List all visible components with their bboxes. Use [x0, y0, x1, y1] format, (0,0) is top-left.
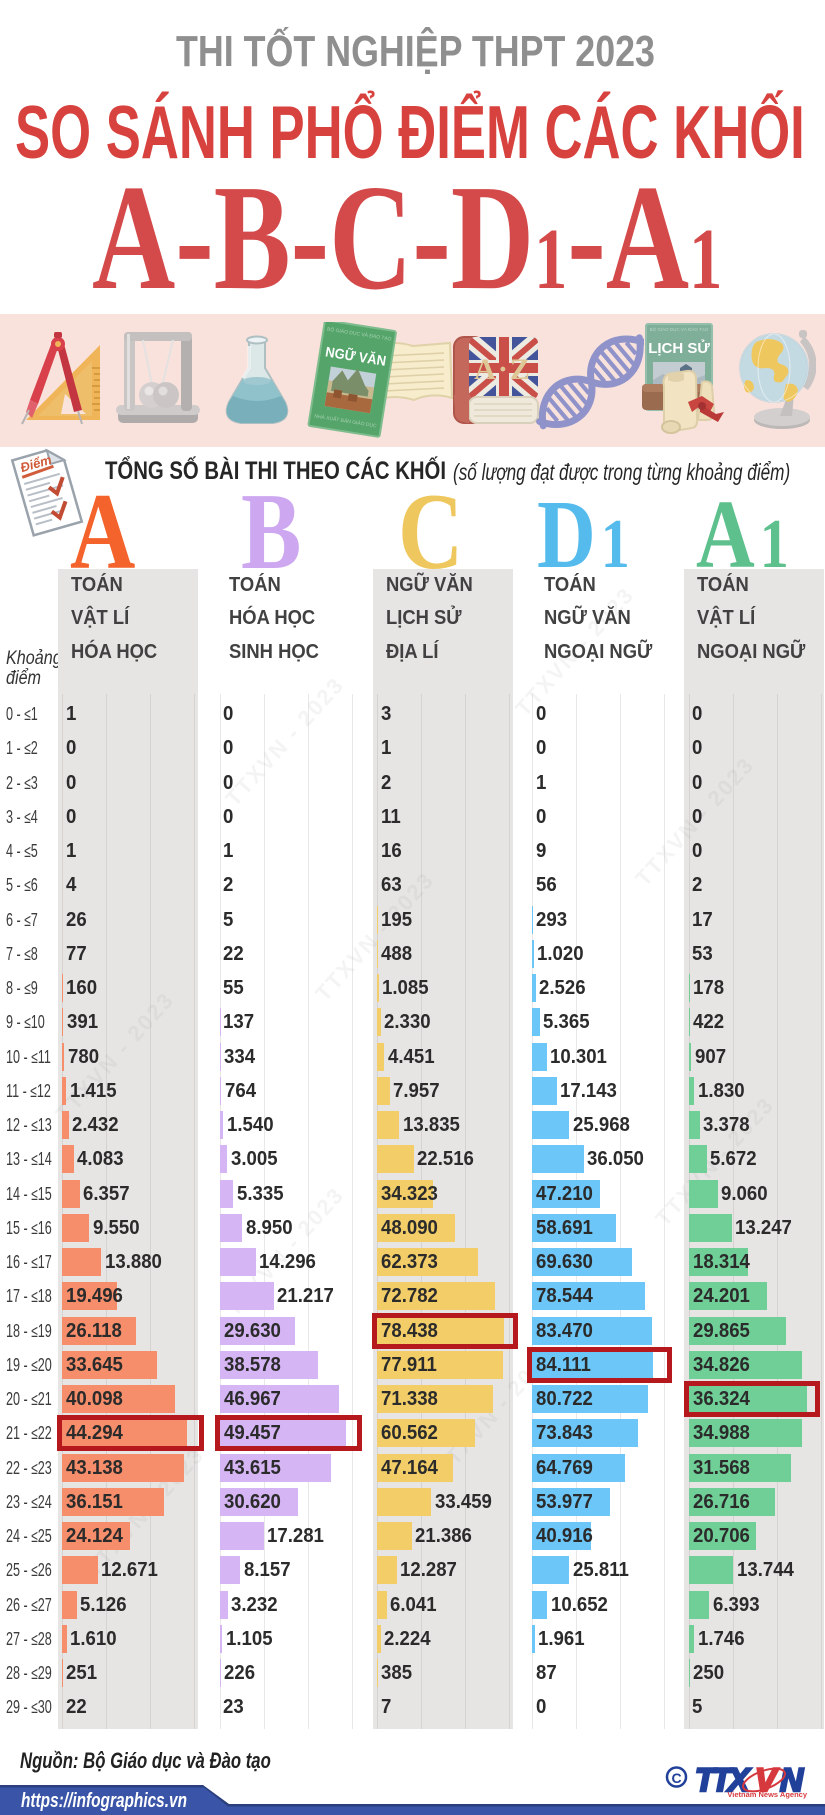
svg-text:N: N	[780, 1762, 804, 1798]
svg-text:V: V	[755, 1762, 779, 1798]
svg-text:BỘ GIÁO DỤC VÀ ĐÀO TẠO: BỘ GIÁO DỤC VÀ ĐÀO TẠO	[650, 326, 709, 332]
svg-text:TTX: TTX	[695, 1762, 751, 1798]
svg-text:LỊCH SỬ: LỊCH SỬ	[648, 339, 710, 357]
svg-text:Vietnam News Agency: Vietnam News Agency	[727, 1790, 807, 1799]
svg-text:A·Z: A·Z	[474, 353, 532, 386]
svg-text:C: C	[671, 1770, 681, 1786]
